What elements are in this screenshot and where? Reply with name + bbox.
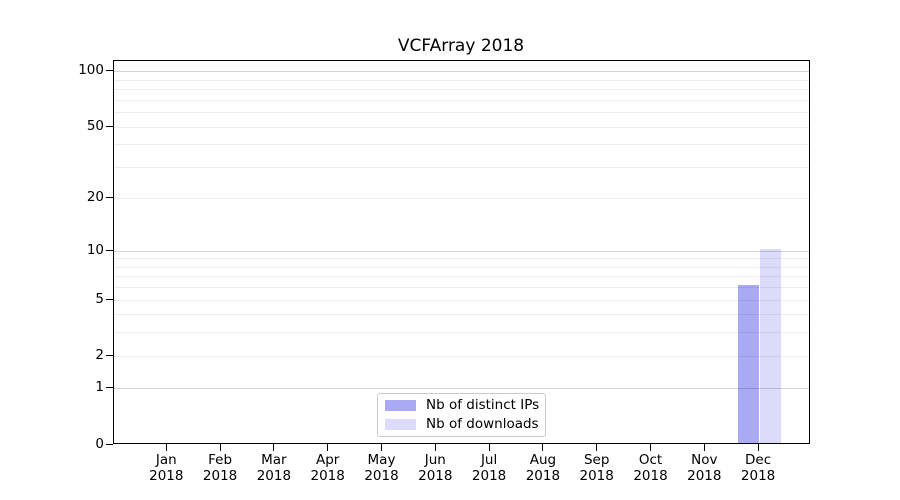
month-name: Jul xyxy=(480,451,498,468)
x-axis-month-label: Nov 2018 xyxy=(672,452,736,485)
legend-item: Nb of downloads xyxy=(385,416,539,432)
x-axis-month-label: May 2018 xyxy=(350,452,414,485)
month-name: Sep xyxy=(583,451,610,468)
x-axis-tick-mark xyxy=(219,443,221,451)
y-axis-tick-mark xyxy=(106,197,113,199)
y-axis-tick-label: 0 xyxy=(95,435,104,452)
bar-distinct-ips xyxy=(737,285,759,443)
month-name: Jan xyxy=(155,451,177,468)
month-year: 2018 xyxy=(418,468,453,484)
y-axis-tick-label: 20 xyxy=(86,189,104,206)
x-axis-tick-mark xyxy=(650,443,651,451)
legend-swatch-distinct-ips xyxy=(385,399,416,411)
x-axis-month-label: Mar 2018 xyxy=(242,452,306,485)
y-axis-tick-mark xyxy=(106,70,113,72)
x-axis-month-label: Sep 2018 xyxy=(565,452,629,485)
x-axis-month-label: Aug 2018 xyxy=(511,452,575,485)
x-axis-month-label: Apr 2018 xyxy=(296,452,360,485)
x-axis-month-label: Jun 2018 xyxy=(403,452,467,485)
minor-gridline xyxy=(113,126,809,128)
x-axis-month-label: Dec 2018 xyxy=(726,452,790,485)
legend-swatch-downloads xyxy=(385,418,416,430)
x-axis-tick-mark xyxy=(596,443,598,451)
major-gridline xyxy=(113,71,809,73)
month-year: 2018 xyxy=(471,468,507,484)
month-name: Oct xyxy=(638,451,663,468)
month-year: 2018 xyxy=(579,468,614,484)
minor-gridline xyxy=(113,166,809,168)
x-axis-tick-mark xyxy=(273,443,275,451)
y-axis-tick-mark xyxy=(106,249,113,251)
y-axis-tick-mark xyxy=(106,443,113,445)
chart-title: VCFArray 2018 xyxy=(397,36,525,56)
month-name: Nov xyxy=(691,451,718,468)
month-year: 2018 xyxy=(525,468,561,484)
x-axis-month-label: Feb 2018 xyxy=(188,452,252,485)
y-axis-tick-label: 5 xyxy=(95,290,104,307)
minor-gridline xyxy=(113,314,809,316)
x-axis-month-label: Jan 2018 xyxy=(134,452,198,485)
month-name: May xyxy=(367,451,396,468)
minor-gridline xyxy=(113,198,809,200)
minor-gridline xyxy=(113,89,809,91)
major-gridline xyxy=(113,388,809,390)
legend-label: Nb of downloads xyxy=(426,416,539,432)
bar-downloads xyxy=(759,248,781,443)
month-year: 2018 xyxy=(687,468,722,484)
x-axis-tick-mark xyxy=(757,443,759,451)
minor-gridline xyxy=(113,355,809,357)
month-year: 2018 xyxy=(149,468,184,484)
x-axis-tick-mark xyxy=(165,443,167,451)
legend: Nb of distinct IPs Nb of downloads xyxy=(377,392,546,437)
y-axis-tick-mark xyxy=(106,354,113,356)
month-year: 2018 xyxy=(633,468,668,484)
minor-gridline xyxy=(113,266,809,268)
month-name: Aug xyxy=(529,451,557,468)
minor-gridline xyxy=(113,112,809,114)
x-axis-tick-mark xyxy=(488,443,490,451)
y-axis-tick-label: 1 xyxy=(95,379,104,396)
y-axis-tick-label: 50 xyxy=(86,117,104,134)
minor-gridline xyxy=(113,299,809,301)
y-axis-tick-mark xyxy=(106,387,113,389)
legend-item: Nb of distinct IPs xyxy=(385,397,540,413)
y-axis-tick-mark xyxy=(106,298,113,300)
minor-gridline xyxy=(113,79,809,81)
x-axis-tick-mark xyxy=(434,443,436,451)
month-year: 2018 xyxy=(310,468,345,484)
y-axis-tick-mark xyxy=(106,125,113,127)
legend-label: Nb of distinct IPs xyxy=(426,397,540,413)
x-axis-month-label: Jul 2018 xyxy=(457,452,521,485)
month-year: 2018 xyxy=(740,468,776,484)
month-name: Jun xyxy=(424,451,446,468)
month-name: Dec xyxy=(745,451,772,468)
plot-area xyxy=(112,59,810,444)
minor-gridline xyxy=(113,276,809,278)
x-axis-tick-mark xyxy=(703,443,705,451)
y-axis-tick-label: 100 xyxy=(78,62,104,79)
minor-gridline xyxy=(113,144,809,146)
minor-gridline xyxy=(113,332,809,334)
month-year: 2018 xyxy=(202,468,238,484)
major-gridline xyxy=(113,250,809,252)
x-axis-tick-mark xyxy=(542,443,544,451)
month-name: Feb xyxy=(208,451,233,468)
minor-gridline xyxy=(113,287,809,289)
y-axis-tick-label: 2 xyxy=(95,346,104,363)
x-axis-tick-mark xyxy=(381,443,382,451)
month-year: 2018 xyxy=(364,468,399,484)
minor-gridline xyxy=(113,258,809,260)
y-axis-tick-label: 10 xyxy=(86,241,104,258)
month-year: 2018 xyxy=(256,468,292,484)
minor-gridline xyxy=(113,99,809,101)
x-axis-month-label: Oct 2018 xyxy=(619,452,683,485)
x-axis-tick-mark xyxy=(327,443,329,451)
month-name: Apr xyxy=(316,451,340,468)
month-name: Mar xyxy=(261,451,287,468)
